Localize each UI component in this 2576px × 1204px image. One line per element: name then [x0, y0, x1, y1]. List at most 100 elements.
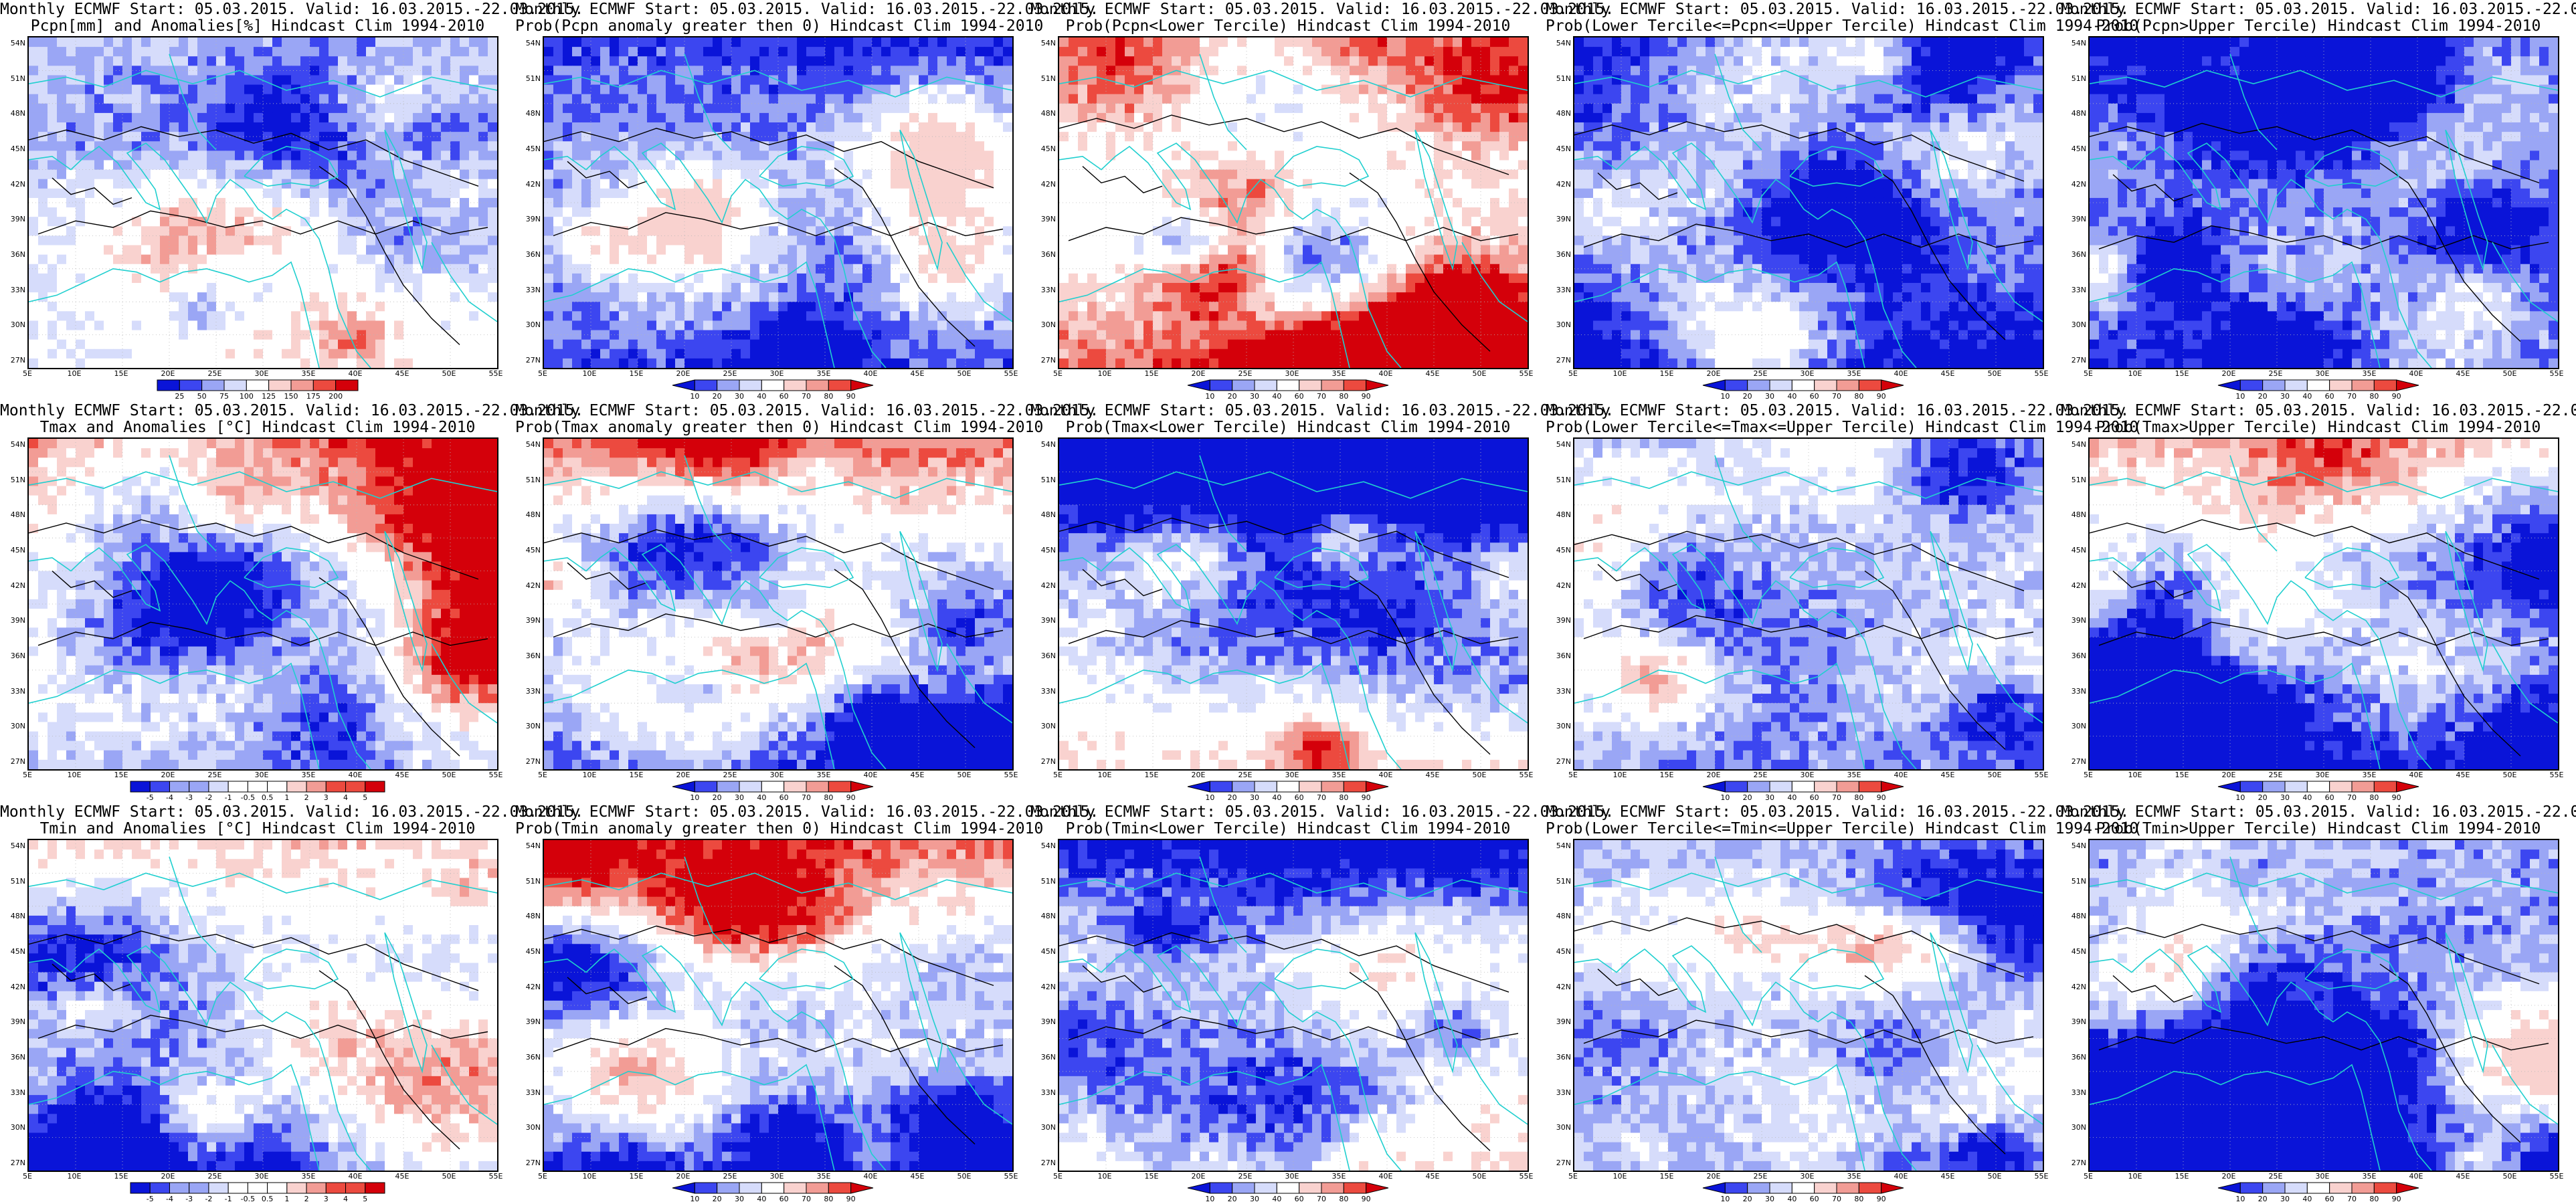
- field-cell: [1471, 56, 1481, 66]
- field-cell: [366, 330, 376, 340]
- field-cell: [759, 226, 769, 236]
- field-cell: [122, 84, 132, 95]
- field-cell: [610, 179, 620, 189]
- field-cell: [1153, 245, 1163, 256]
- field-cell: [38, 358, 48, 368]
- field-cell: [1406, 75, 1416, 86]
- field-cell: [48, 122, 58, 132]
- field-cell: [853, 320, 863, 331]
- field-cell: [722, 273, 732, 284]
- field-cell: [310, 292, 320, 302]
- field-cell: [1331, 37, 1341, 47]
- field-cell: [722, 245, 732, 256]
- field-cell: [1443, 112, 1453, 123]
- field-cell: [1284, 197, 1294, 208]
- field-cell: [132, 169, 142, 180]
- field-cell: [937, 112, 947, 123]
- field-cell: [1190, 84, 1200, 95]
- field-cell: [1237, 47, 1247, 57]
- field-cell: [357, 254, 367, 265]
- field-cell: [460, 235, 470, 246]
- field-cell: [909, 56, 919, 66]
- field-cell: [610, 75, 620, 86]
- field-cell: [694, 179, 704, 189]
- field-cell: [544, 339, 554, 350]
- field-cell: [563, 75, 573, 86]
- field-cell: [1481, 37, 1491, 47]
- field-cell: [132, 254, 142, 265]
- field-cell: [1293, 160, 1303, 171]
- field-cell: [919, 245, 929, 256]
- field-cell: [169, 150, 179, 161]
- field-cell: [357, 160, 367, 171]
- field-cell: [132, 302, 142, 312]
- field-cell: [778, 56, 788, 66]
- field-cell: [38, 122, 48, 132]
- field-cell: [1097, 179, 1107, 189]
- field-cell: [244, 207, 254, 217]
- field-cell: [1481, 122, 1491, 132]
- field-cell: [1443, 273, 1453, 284]
- field-cell: [1331, 264, 1341, 274]
- field-cell: [422, 292, 432, 302]
- field-cell: [413, 245, 423, 256]
- field-cell: [413, 273, 423, 284]
- field-cell: [1284, 132, 1294, 142]
- field-cell: [66, 254, 76, 265]
- field-cell: [759, 235, 769, 246]
- field-cell: [76, 122, 86, 132]
- field-cell: [263, 84, 273, 95]
- field-cell: [581, 273, 591, 284]
- field-cell: [994, 217, 1004, 227]
- field-cell: [1396, 75, 1406, 86]
- field-cell: [1378, 132, 1388, 142]
- field-cell: [1153, 188, 1163, 199]
- field-cell: [684, 254, 695, 265]
- field-cell: [29, 339, 39, 350]
- field-cell: [94, 160, 104, 171]
- field-cell: [375, 103, 385, 114]
- field-cell: [628, 197, 638, 208]
- field-cell: [225, 207, 236, 217]
- field-cell: [254, 245, 264, 256]
- field-cell: [900, 320, 910, 331]
- field-cell: [1471, 282, 1481, 293]
- field-cell: [76, 273, 86, 284]
- field-cell: [994, 66, 1004, 76]
- field-cell: [750, 217, 760, 227]
- field-cell: [1247, 226, 1257, 236]
- field-cell: [488, 273, 497, 284]
- field-cell: [731, 160, 741, 171]
- field-cell: [628, 292, 638, 302]
- field-cell: [806, 169, 816, 180]
- field-cell: [1340, 122, 1350, 132]
- field-cell: [113, 122, 123, 132]
- field-cell: [179, 282, 189, 293]
- field-cell: [1331, 47, 1341, 57]
- field-cell: [759, 160, 769, 171]
- field-cell: [272, 339, 282, 350]
- field-cell: [581, 150, 591, 161]
- field-cell: [272, 264, 282, 274]
- field-cell: [422, 282, 432, 293]
- field-cell: [300, 188, 310, 199]
- field-cell: [872, 358, 882, 368]
- field-cell: [169, 358, 179, 368]
- field-cell: [347, 103, 357, 114]
- field-cell: [85, 282, 95, 293]
- field-cell: [1453, 179, 1463, 189]
- field-cell: [94, 47, 104, 57]
- field-cell: [965, 358, 976, 368]
- field-cell: [1424, 66, 1435, 76]
- field-cell: [1181, 47, 1191, 57]
- colorbar-tick-label: 10: [683, 392, 706, 401]
- field-cell: [1115, 226, 1125, 236]
- field-cell: [666, 47, 676, 57]
- field-cell: [85, 94, 95, 104]
- field-cell: [94, 311, 104, 322]
- field-cell: [975, 320, 985, 331]
- field-cell: [834, 339, 844, 350]
- field-cell: [94, 188, 104, 199]
- field-cell: [197, 56, 207, 66]
- field-cell: [881, 254, 891, 265]
